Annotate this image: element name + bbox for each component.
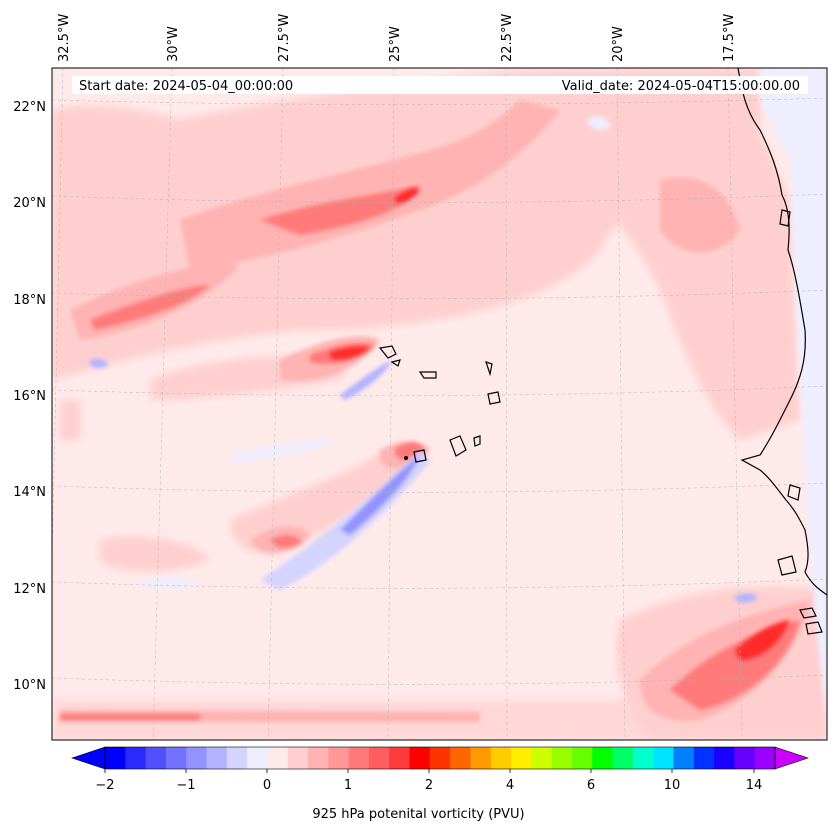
colorbar-cell <box>287 747 309 769</box>
colorbar-extend-high <box>774 746 809 770</box>
colorbar-cell <box>226 747 248 769</box>
lat-label-16n: 16°N <box>13 389 46 404</box>
pv-max-red-regions <box>330 188 790 660</box>
colorbar: −2 −1 0 1 2 4 6 10 14 <box>71 746 809 793</box>
island-point-marker <box>404 456 408 460</box>
cape-verde-island-8 <box>413 449 427 463</box>
colorbar-cell <box>328 747 350 769</box>
lat-label-10n: 10°N <box>13 678 46 693</box>
cbar-tick-label: 10 <box>664 778 681 793</box>
canary-edge <box>779 209 791 227</box>
cbar-tick-label: 4 <box>506 778 514 793</box>
lon-label-30w: 30°W <box>166 26 181 62</box>
lat-label-22n: 22°N <box>13 100 46 115</box>
colorbar-cell <box>267 747 289 769</box>
cape-verde-island-5 <box>487 391 501 405</box>
colorbar-cell <box>490 747 512 769</box>
colorbar-cell <box>511 747 532 769</box>
map-frame <box>51 67 828 741</box>
pv-negative-regions <box>90 68 827 720</box>
colorbar-cell <box>754 747 776 769</box>
colorbar-cell <box>125 747 147 769</box>
colorbar-cell <box>450 747 472 769</box>
colorbar-cell <box>206 747 228 769</box>
colorbar-cell <box>105 747 126 769</box>
colorbar-cell <box>429 747 451 769</box>
lon-label-32-5w: 32.5°W <box>57 14 72 62</box>
colorbar-ticks <box>104 769 755 773</box>
coast-detail-12n <box>777 555 797 576</box>
colorbar-cell <box>531 747 553 769</box>
colorbar-cell <box>145 747 167 769</box>
cape-verde-island-1 <box>378 345 397 359</box>
colorbar-outline <box>104 746 776 770</box>
colorbar-cell <box>470 747 492 769</box>
valid-date-label: Valid_date: 2024-05-04T15:00:00.00 <box>562 79 800 94</box>
cbar-tick-label: −1 <box>176 778 195 793</box>
colorbar-cell <box>632 747 654 769</box>
colorbar-cell <box>571 747 593 769</box>
colorbar-title: 925 hPa potenital vorticity (PVU) <box>312 807 525 822</box>
colorbar-extend-low <box>71 746 106 770</box>
colorbar-cells <box>105 747 776 769</box>
colorbar-cell <box>368 747 390 769</box>
graticule <box>52 68 827 740</box>
lon-label-27-5w: 27.5°W <box>277 14 292 62</box>
colorbar-cell <box>409 747 431 769</box>
start-date-label: Start date: 2024-05-04_00:00:00 <box>79 79 293 94</box>
lat-label-12n: 12°N <box>13 582 46 597</box>
colorbar-cell <box>165 747 187 769</box>
cape-verde-island-3 <box>418 371 437 379</box>
cbar-tick-label: 0 <box>263 778 271 793</box>
islands-coast-11n <box>799 607 817 619</box>
lat-label-20n: 20°N <box>13 196 46 211</box>
lon-label-20w: 20°W <box>611 26 626 62</box>
cbar-tick-label: 2 <box>425 778 433 793</box>
lon-label-17-5w: 17.5°W <box>722 14 737 62</box>
lat-label-14n: 14°N <box>13 485 46 500</box>
cape-verde-island-4 <box>485 361 493 377</box>
colorbar-cell <box>714 747 735 769</box>
coast-detail-13n <box>787 484 801 501</box>
africa-coastline <box>737 68 827 596</box>
colorbar-tick-labels: −2 −1 0 1 2 4 6 10 14 <box>95 778 762 793</box>
pv-light-red-regions <box>52 68 827 740</box>
cbar-tick-label: −2 <box>95 778 114 793</box>
colorbar-cell <box>247 747 269 769</box>
coastlines <box>378 68 827 635</box>
cbar-tick-label: 6 <box>587 778 595 793</box>
colorbar-cell <box>348 747 370 769</box>
cape-verde-island-2 <box>390 359 401 367</box>
cape-verde-island-7 <box>473 435 481 447</box>
colorbar-cell <box>308 747 329 769</box>
colorbar-cell <box>186 747 208 769</box>
colorbar-cell <box>673 747 695 769</box>
lon-label-25w: 25°W <box>388 26 403 62</box>
islands-coast-10n <box>805 621 823 635</box>
colorbar-cell <box>612 747 634 769</box>
colorbar-cell <box>693 747 715 769</box>
longitude-labels: 32.5°W 30°W 27.5°W 25°W 22.5°W 20°W 17.5… <box>57 14 737 62</box>
colorbar-cell <box>653 747 675 769</box>
latitude-labels: 22°N 20°N 18°N 16°N 14°N 12°N 10°N <box>13 100 46 693</box>
cbar-tick-label: 14 <box>746 778 763 793</box>
colorbar-cell <box>551 747 573 769</box>
colorbar-cell <box>389 747 411 769</box>
cbar-tick-label: 1 <box>344 778 352 793</box>
cape-verde-island-6 <box>449 435 467 457</box>
colorbar-cell <box>592 747 614 769</box>
map-panel[interactable] <box>48 68 827 740</box>
header-box <box>72 76 808 94</box>
colorbar-cell <box>734 747 756 769</box>
lat-label-18n: 18°N <box>13 293 46 308</box>
lon-label-22-5w: 22.5°W <box>500 14 515 62</box>
